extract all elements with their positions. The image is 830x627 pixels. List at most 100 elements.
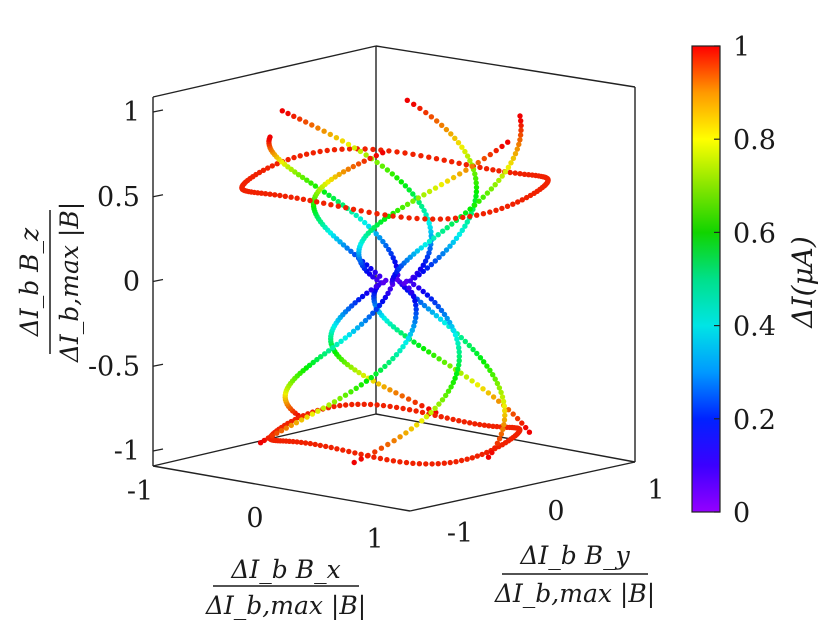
data-point xyxy=(498,431,505,437)
data-point xyxy=(429,309,436,315)
data-point xyxy=(399,204,406,211)
data-point xyxy=(381,384,387,390)
data-point xyxy=(436,401,442,407)
data-point xyxy=(474,350,480,357)
data-point xyxy=(438,414,444,420)
data-point xyxy=(380,150,386,156)
data-point xyxy=(294,439,300,445)
data-point xyxy=(294,195,300,201)
data-point xyxy=(267,191,273,197)
data-point xyxy=(366,209,372,215)
data-point xyxy=(277,192,283,199)
data-point xyxy=(344,245,350,251)
data-point xyxy=(385,441,391,448)
data-point xyxy=(518,118,524,124)
data-point xyxy=(412,399,418,405)
data-point xyxy=(471,202,478,208)
data-point xyxy=(447,363,453,369)
data-point xyxy=(489,449,495,456)
data-point xyxy=(492,182,498,188)
data-point xyxy=(352,251,358,258)
data-point xyxy=(440,251,446,257)
data-point xyxy=(473,175,479,182)
data-point xyxy=(485,390,492,396)
data-point xyxy=(410,191,416,197)
data-point xyxy=(418,245,424,251)
data-point xyxy=(298,417,305,423)
data-point xyxy=(291,113,297,120)
data-point xyxy=(453,459,459,465)
data-point xyxy=(332,174,338,180)
data-point xyxy=(367,155,373,162)
data-point xyxy=(473,180,479,186)
data-point xyxy=(510,155,517,161)
data-point xyxy=(399,393,405,399)
data-point xyxy=(414,422,420,428)
data-point xyxy=(424,292,431,298)
data-point xyxy=(414,248,421,254)
data-point xyxy=(456,345,462,351)
data-point xyxy=(334,341,340,348)
data-point xyxy=(442,320,448,326)
data-point xyxy=(458,334,464,341)
data-point xyxy=(411,339,417,345)
data-point xyxy=(461,419,467,425)
data-point xyxy=(293,420,300,426)
data-point xyxy=(452,375,458,381)
y-axis-label: ΔI_b B_y ΔI_b,max |B| xyxy=(494,541,655,609)
z-tick-mark xyxy=(152,448,164,452)
data-point xyxy=(265,435,271,441)
data-point xyxy=(458,370,464,376)
data-point xyxy=(455,340,461,347)
data-point xyxy=(398,330,404,336)
colorbar-gradient xyxy=(691,45,721,513)
data-point xyxy=(261,437,267,444)
data-point xyxy=(406,285,412,291)
z-tick-label: -1 xyxy=(114,436,140,467)
data-point xyxy=(265,165,271,171)
data-point xyxy=(392,259,398,265)
data-point xyxy=(413,306,419,312)
data-point xyxy=(439,122,445,128)
data-point xyxy=(480,194,486,200)
data-point xyxy=(422,216,428,222)
data-point xyxy=(304,177,310,183)
z-axis-label: ΔI_b B_z ΔI_b,max |B| xyxy=(15,202,85,363)
data-point xyxy=(464,456,470,462)
data-point xyxy=(376,302,383,309)
data-point xyxy=(384,457,390,463)
data-point xyxy=(295,172,302,178)
data-point xyxy=(456,160,462,166)
data-point xyxy=(374,402,380,408)
data-point xyxy=(338,338,344,344)
data-point xyxy=(422,258,429,264)
data-point xyxy=(493,207,499,213)
data-point xyxy=(416,199,422,205)
data-point xyxy=(414,215,420,222)
data-point xyxy=(380,238,386,245)
data-point xyxy=(331,147,338,153)
data-point xyxy=(441,311,448,318)
data-point xyxy=(317,442,323,449)
data-point xyxy=(357,216,364,222)
data-point xyxy=(335,199,341,205)
box-floor-front-right xyxy=(409,461,636,512)
data-point xyxy=(361,401,367,407)
data-point xyxy=(437,216,444,222)
data-point xyxy=(395,207,401,214)
data-point xyxy=(430,216,436,222)
data-point xyxy=(353,385,359,391)
data-point xyxy=(267,134,273,140)
data-point xyxy=(358,456,364,462)
data-point xyxy=(371,454,377,460)
data-point xyxy=(312,441,318,448)
data-point xyxy=(364,290,370,296)
data-point xyxy=(421,192,427,198)
colorbar-tick-label: 0.2 xyxy=(733,405,776,436)
data-point xyxy=(445,388,452,394)
data-point xyxy=(416,272,422,278)
data-point xyxy=(429,461,435,467)
data-point xyxy=(426,349,432,355)
data-point xyxy=(481,422,488,428)
data-point xyxy=(314,356,320,363)
